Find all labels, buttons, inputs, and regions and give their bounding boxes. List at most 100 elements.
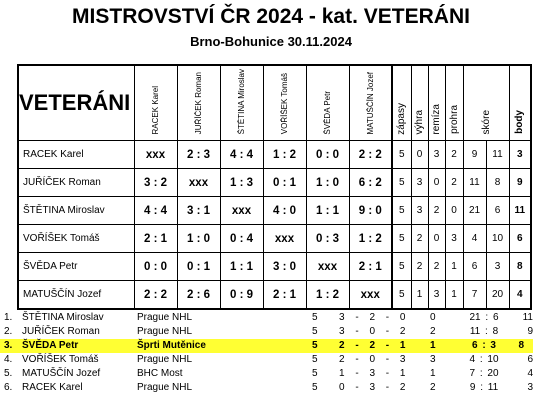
player-name: ŠTĚTINA Miroslav [17, 196, 135, 226]
standings-name: ŠVĚDA Petr [22, 340, 79, 351]
player-name: JUŘÍČEK Roman [17, 168, 135, 198]
stat-goals-for: 7 [462, 280, 487, 311]
standings-rank: 6. [4, 382, 13, 393]
standings-record: 1 - 3 - 1 [339, 368, 406, 379]
result: 0 : 3 [305, 224, 350, 254]
stat-wins: 3 [410, 168, 429, 198]
standings: 1. ŠTĚTINA Miroslav Prague NHL 5 3 - 2 - 0 0 2… [0, 311, 542, 395]
standings-club: Šprti Mutěnice [137, 340, 206, 351]
result: 1 : 3 [219, 168, 264, 198]
stat-goals-against: 10 [485, 224, 510, 254]
standings-row: 2. JUŘÍČEK Roman Prague NHL 5 3 - 0 - 2 2 11 :… [0, 325, 542, 339]
stat-wins: 0 [410, 140, 429, 170]
stat-header: zápasy [391, 64, 412, 142]
player-header-text: ŠVĚDA Petr [323, 90, 332, 135]
stat-header: výhra [410, 64, 429, 142]
result: 9 : 0 [348, 196, 393, 226]
table-label: VETERÁNI [17, 64, 135, 142]
standings-score: 9 : 11 [469, 382, 499, 393]
stat-goals-against: 20 [485, 280, 510, 311]
standings-club: Prague NHL [137, 354, 193, 365]
stat-draws: 2 [427, 252, 446, 282]
stat-matches: 5 [391, 224, 412, 254]
player-name: VOŘÍŠEK Tomáš [17, 224, 135, 254]
standings-name: JUŘÍČEK Roman [22, 326, 100, 337]
stat-draws: 2 [427, 196, 446, 226]
result: xxx [305, 252, 350, 282]
standings-club: Prague NHL [137, 326, 193, 337]
result: 1 : 2 [348, 224, 393, 254]
player-header-text: ŠTĚTINA Miroslav [237, 69, 246, 135]
stat-goals-for: 9 [462, 140, 487, 170]
result: xxx [219, 196, 264, 226]
standings-score: 7 : 20 [469, 368, 499, 379]
stat-goals-against: 11 [485, 140, 510, 170]
standings-matches: 5 [312, 368, 318, 379]
result: 2 : 3 [176, 140, 221, 170]
result: 3 : 0 [262, 252, 307, 282]
result: xxx [176, 168, 221, 198]
stat-header: body [508, 64, 532, 142]
standings-record: 0 - 3 - 2 [339, 382, 406, 393]
standings-losses: 1 [430, 368, 436, 379]
standings-record: 2 - 2 - 1 [339, 340, 406, 351]
standings-rank: 1. [4, 312, 13, 323]
result: 3 : 1 [176, 196, 221, 226]
stat-points: 9 [508, 168, 532, 198]
result: 1 : 2 [262, 140, 307, 170]
result: 2 : 1 [262, 280, 307, 311]
result: 2 : 2 [133, 280, 178, 311]
stat-header: skóre [462, 64, 510, 142]
stat-points: 3 [508, 140, 532, 170]
stat-goals-against: 8 [485, 168, 510, 198]
standings-losses: 1 [430, 340, 436, 351]
standings-points: 4 [527, 368, 533, 379]
result: xxx [348, 280, 393, 311]
player-header-text: VOŘÍŠEK Tomáš [280, 73, 289, 135]
standings-club: Prague NHL [137, 382, 193, 393]
stat-draws: 3 [427, 280, 446, 311]
player-name: ŠVĚDA Petr [17, 252, 135, 282]
subtitle: Brno-Bohunice 30.11.2024 [190, 34, 352, 49]
result: 1 : 0 [176, 224, 221, 254]
standings-rank: 2. [4, 326, 13, 337]
standings-record: 3 - 0 - 2 [339, 326, 406, 337]
result: 1 : 0 [305, 168, 350, 198]
standings-record: 3 - 2 - 0 [339, 312, 406, 323]
result: 0 : 1 [262, 168, 307, 198]
result: 4 : 4 [133, 196, 178, 226]
stat-header-text: body [514, 110, 526, 135]
stat-header-text: prohra [448, 105, 460, 135]
standings-matches: 5 [312, 326, 318, 337]
stat-draws: 3 [427, 140, 446, 170]
stat-header: prohra [444, 64, 464, 142]
stat-points: 11 [508, 196, 532, 226]
standings-points: 9 [527, 326, 533, 337]
title: MISTROVSTVÍ ČR 2024 - kat. VETERÁNI [72, 5, 470, 28]
player-header: JUŘÍČEK Roman [176, 64, 221, 142]
stat-goals-against: 6 [485, 196, 510, 226]
standings-losses: 2 [430, 382, 436, 393]
player-name: RACEK Karel [17, 140, 135, 170]
standings-points: 3 [527, 382, 533, 393]
result: 0 : 1 [176, 252, 221, 282]
standings-rank: 3. [4, 340, 13, 351]
stat-wins: 2 [410, 252, 429, 282]
stat-goals-against: 3 [485, 252, 510, 282]
standings-club: Prague NHL [137, 312, 193, 323]
stat-goals-for: 6 [462, 252, 487, 282]
stat-header-text: zápasy [396, 102, 408, 135]
standings-points: 11 [522, 312, 533, 323]
standings-name: ŠTĚTINA Miroslav [22, 312, 104, 323]
player-header-text: MATUŠČÍN Jozef [365, 71, 375, 135]
stat-losses: 2 [444, 168, 464, 198]
result: 4 : 0 [262, 196, 307, 226]
result: 2 : 6 [176, 280, 221, 311]
stat-goals-for: 4 [462, 224, 487, 254]
standings-row: 6. RACEK Karel Prague NHL 5 0 - 3 - 2 2 9 : 11… [0, 381, 542, 395]
